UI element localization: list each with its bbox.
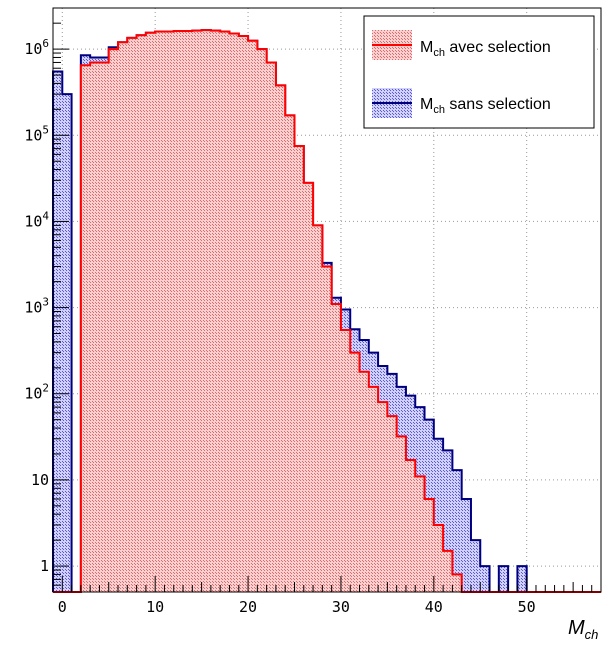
x-tick-label: 0 xyxy=(58,598,67,616)
tick-labels: 0 10 20 30 40 50 1 10 102 103 104 105 106 xyxy=(24,37,535,616)
y-tick-label: 103 xyxy=(24,296,49,317)
x-tick-label: 10 xyxy=(146,598,164,616)
plot-frame xyxy=(52,7,602,593)
series-fill-1 xyxy=(53,30,601,593)
histogram-bars xyxy=(52,29,601,593)
x-tick-label: 30 xyxy=(332,598,350,616)
legend-label-sans: Mch sans selection xyxy=(420,96,551,116)
x-tick-label: 40 xyxy=(425,598,443,616)
y-tick-label: 1 xyxy=(40,557,49,575)
x-axis-title: Mch xyxy=(568,617,598,642)
y-tick-label: 104 xyxy=(24,209,49,230)
y-tick-label: 106 xyxy=(24,37,49,58)
x-tick-label: 20 xyxy=(239,598,257,616)
y-tick-label: 10 xyxy=(31,471,49,489)
y-tick-label: 105 xyxy=(24,123,49,144)
series-outline-1 xyxy=(53,29,601,593)
legend-label-avec: Mch avec selection xyxy=(420,39,551,59)
x-tick-label: 50 xyxy=(518,598,536,616)
y-tick-label: 102 xyxy=(24,382,49,403)
axis-ticks xyxy=(52,7,602,593)
legend: Mch avec selection Mch sans selection xyxy=(363,15,595,129)
